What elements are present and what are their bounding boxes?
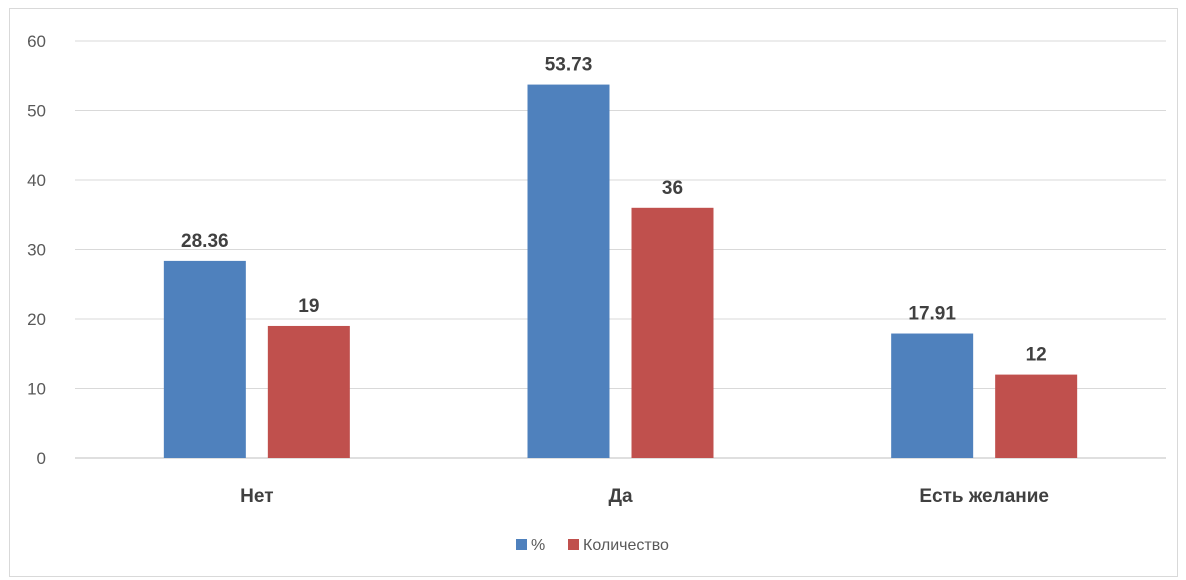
legend: % Количество bbox=[516, 537, 669, 554]
gridlines bbox=[75, 40, 1166, 459]
data-label: 53.73 bbox=[545, 55, 593, 76]
x-axis-categories: Нет Да Есть желание bbox=[240, 486, 1049, 507]
data-label: 17.91 bbox=[908, 304, 956, 325]
bar-count-0 bbox=[267, 325, 350, 458]
y-tick-label: 10 bbox=[27, 380, 46, 399]
data-labels: 28.36 19 53.73 36 17.91 12 bbox=[181, 55, 1047, 366]
data-label: 19 bbox=[298, 296, 319, 317]
y-tick-label: 60 bbox=[27, 32, 46, 51]
legend-swatch-percent bbox=[516, 539, 527, 550]
legend-label: Количество bbox=[583, 537, 669, 554]
y-tick-label: 50 bbox=[27, 102, 46, 121]
category-label: Да bbox=[608, 486, 633, 507]
y-tick-label: 30 bbox=[27, 241, 46, 260]
category-label: Есть желание bbox=[919, 486, 1049, 507]
category-label: Нет bbox=[240, 486, 273, 507]
data-label: 12 bbox=[1026, 345, 1047, 366]
bar-percent-1 bbox=[527, 84, 610, 458]
data-label: 36 bbox=[662, 178, 683, 199]
bars bbox=[163, 84, 1078, 458]
data-label: 28.36 bbox=[181, 231, 229, 252]
bar-count-1 bbox=[631, 207, 714, 458]
y-tick-label: 40 bbox=[27, 171, 46, 190]
y-tick-label: 0 bbox=[37, 449, 46, 468]
bar-percent-2 bbox=[891, 333, 974, 458]
legend-swatch-count bbox=[568, 539, 579, 550]
bar-percent-0 bbox=[163, 260, 246, 458]
y-tick-label: 20 bbox=[27, 310, 46, 329]
y-axis-ticks: 0 10 20 30 40 50 60 bbox=[27, 32, 46, 468]
legend-label: % bbox=[531, 537, 545, 554]
bar-count-2 bbox=[995, 374, 1078, 458]
